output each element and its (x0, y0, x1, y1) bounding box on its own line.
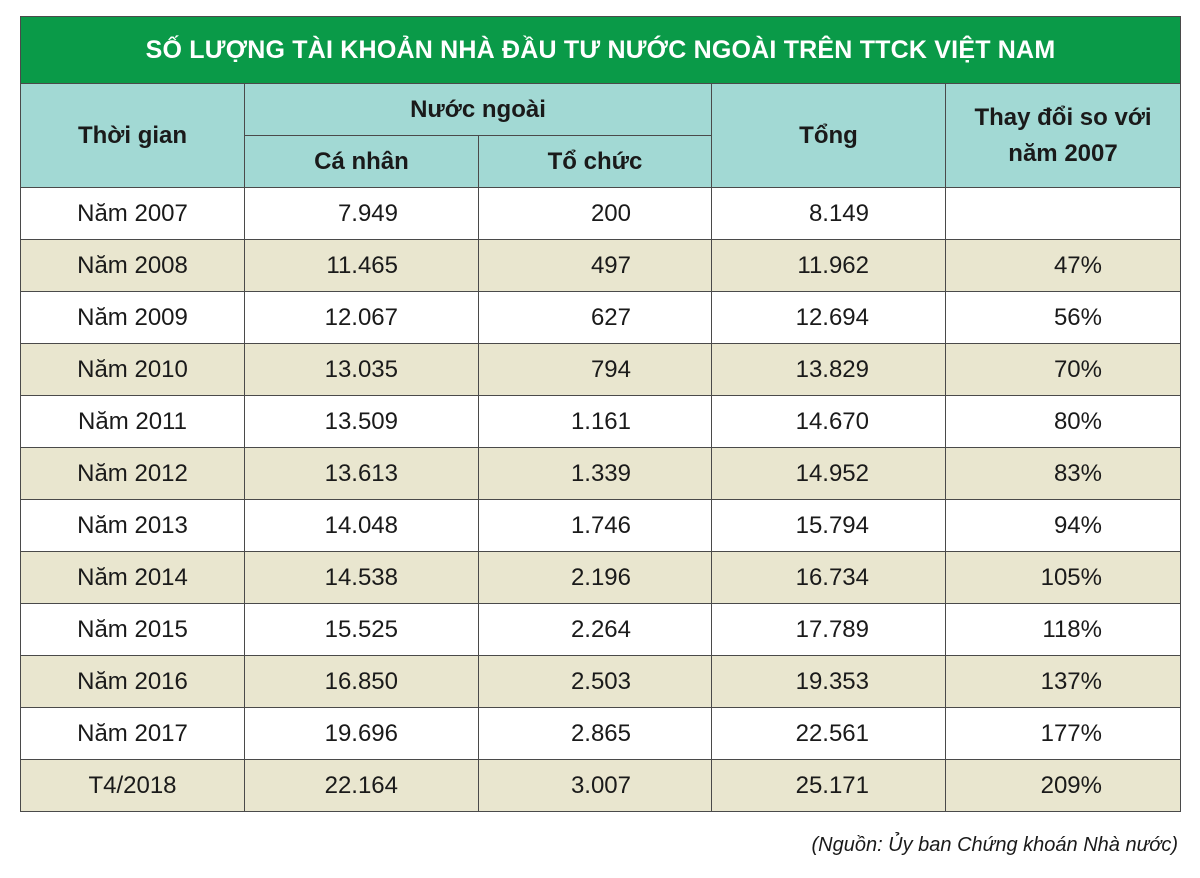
cell-individual: 13.035 (244, 343, 479, 396)
cell-change: 94% (945, 499, 1181, 552)
header-time: Thời gian (20, 83, 245, 188)
cell-total: 16.734 (711, 551, 946, 604)
cell-change: 80% (945, 395, 1181, 448)
header-change: Thay đổi so với năm 2007 (945, 83, 1181, 188)
cell-change: 105% (945, 551, 1181, 604)
header-change-line2: năm 2007 (1008, 139, 1118, 167)
cell-institution: 1.339 (478, 447, 712, 500)
cell-time: Năm 2015 (20, 603, 245, 656)
table-body: Năm 2007 7.949 200 8.149 Năm 2008 11.465… (20, 187, 1181, 812)
table-row: Năm 2017 19.696 2.865 22.561 177% (20, 707, 1181, 760)
cell-time: Năm 2012 (20, 447, 245, 500)
data-table: SỐ LƯỢNG TÀI KHOẢN NHÀ ĐẦU TƯ NƯỚC NGOÀI… (20, 16, 1181, 812)
cell-time: Năm 2010 (20, 343, 245, 396)
cell-total: 22.561 (711, 707, 946, 760)
cell-total: 14.952 (711, 447, 946, 500)
table-row: Năm 2012 13.613 1.339 14.952 83% (20, 447, 1181, 500)
cell-change: 118% (945, 603, 1181, 656)
cell-time: Năm 2007 (20, 187, 245, 240)
table-row: Năm 2009 12.067 627 12.694 56% (20, 291, 1181, 344)
cell-institution: 2.264 (478, 603, 712, 656)
cell-change (945, 187, 1181, 240)
header-foreign: Nước ngoài (244, 83, 712, 136)
cell-individual: 15.525 (244, 603, 479, 656)
table-row: Năm 2010 13.035 794 13.829 70% (20, 343, 1181, 396)
cell-individual: 12.067 (244, 291, 479, 344)
cell-institution: 3.007 (478, 759, 712, 812)
header-change-line1: Thay đổi so với (974, 103, 1152, 131)
cell-change: 47% (945, 239, 1181, 292)
cell-total: 25.171 (711, 759, 946, 812)
header-individual: Cá nhân (244, 135, 479, 188)
cell-individual: 14.538 (244, 551, 479, 604)
cell-change: 83% (945, 447, 1181, 500)
table-row: Năm 2007 7.949 200 8.149 (20, 187, 1181, 240)
table-row: Năm 2013 14.048 1.746 15.794 94% (20, 499, 1181, 552)
cell-total: 19.353 (711, 655, 946, 708)
cell-total: 14.670 (711, 395, 946, 448)
cell-time: Năm 2008 (20, 239, 245, 292)
source-note: (Nguồn: Ủy ban Chứng khoán Nhà nước) (811, 834, 1178, 856)
cell-individual: 14.048 (244, 499, 479, 552)
cell-total: 13.829 (711, 343, 946, 396)
cell-individual: 11.465 (244, 239, 479, 292)
table-title: SỐ LƯỢNG TÀI KHOẢN NHÀ ĐẦU TƯ NƯỚC NGOÀI… (20, 16, 1181, 84)
cell-change: 56% (945, 291, 1181, 344)
cell-change: 137% (945, 655, 1181, 708)
cell-individual: 13.509 (244, 395, 479, 448)
cell-institution: 497 (478, 239, 712, 292)
cell-institution: 1.746 (478, 499, 712, 552)
cell-time: Năm 2011 (20, 395, 245, 448)
table-row: Năm 2008 11.465 497 11.962 47% (20, 239, 1181, 292)
cell-time: Năm 2016 (20, 655, 245, 708)
header-institution: Tổ chức (478, 135, 712, 188)
cell-total: 8.149 (711, 187, 946, 240)
cell-time: Năm 2009 (20, 291, 245, 344)
table-row: T4/2018 22.164 3.007 25.171 209% (20, 759, 1181, 812)
cell-institution: 200 (478, 187, 712, 240)
cell-time: Năm 2017 (20, 707, 245, 760)
table-row: Năm 2011 13.509 1.161 14.670 80% (20, 395, 1181, 448)
table-row: Năm 2014 14.538 2.196 16.734 105% (20, 551, 1181, 604)
cell-time: Năm 2013 (20, 499, 245, 552)
cell-change: 70% (945, 343, 1181, 396)
cell-institution: 627 (478, 291, 712, 344)
cell-total: 11.962 (711, 239, 946, 292)
cell-individual: 22.164 (244, 759, 479, 812)
header-total: Tổng (711, 83, 946, 188)
cell-individual: 7.949 (244, 187, 479, 240)
cell-institution: 2.196 (478, 551, 712, 604)
table-frame: SỐ LƯỢNG TÀI KHOẢN NHÀ ĐẦU TƯ NƯỚC NGOÀI… (20, 16, 1181, 812)
cell-institution: 2.865 (478, 707, 712, 760)
cell-institution: 794 (478, 343, 712, 396)
cell-total: 15.794 (711, 499, 946, 552)
cell-total: 17.789 (711, 603, 946, 656)
cell-total: 12.694 (711, 291, 946, 344)
cell-time: Năm 2014 (20, 551, 245, 604)
table-row: Năm 2016 16.850 2.503 19.353 137% (20, 655, 1181, 708)
cell-individual: 19.696 (244, 707, 479, 760)
cell-individual: 16.850 (244, 655, 479, 708)
cell-change: 177% (945, 707, 1181, 760)
cell-individual: 13.613 (244, 447, 479, 500)
cell-time: T4/2018 (20, 759, 245, 812)
cell-institution: 2.503 (478, 655, 712, 708)
cell-change: 209% (945, 759, 1181, 812)
table-row: Năm 2015 15.525 2.264 17.789 118% (20, 603, 1181, 656)
cell-institution: 1.161 (478, 395, 712, 448)
